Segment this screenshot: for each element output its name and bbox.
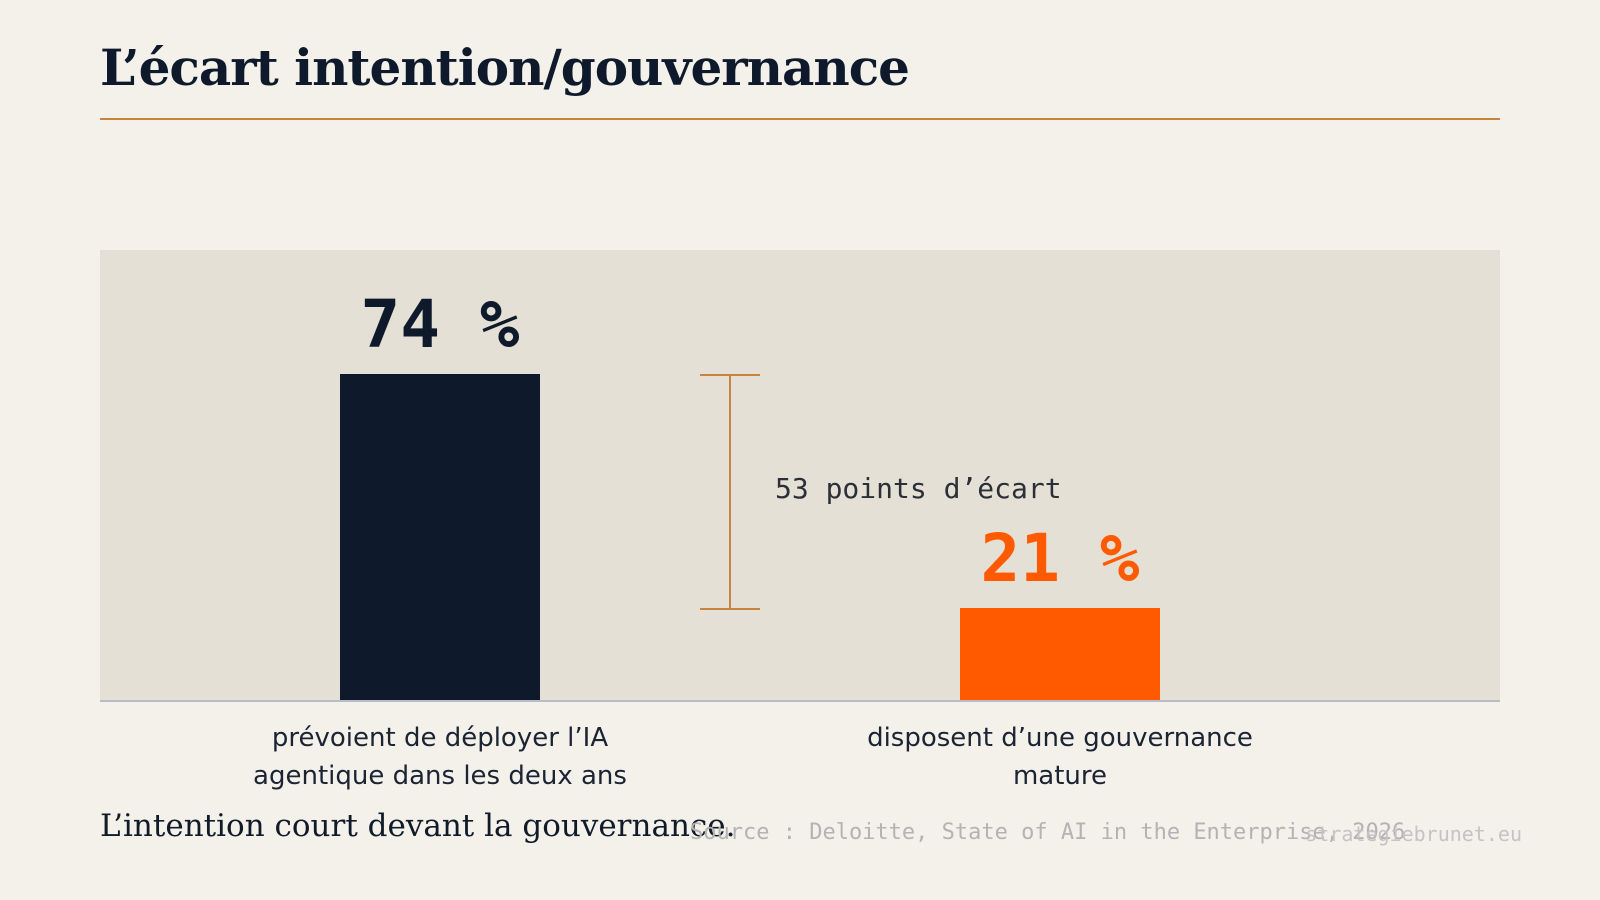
gap-annotation-label: 53 points d’écart bbox=[775, 472, 1062, 505]
bar-value-label-governance: 21 % bbox=[980, 519, 1140, 597]
source-note: Source : Deloitte, State of AI in the En… bbox=[690, 820, 1406, 845]
takeaway-text: L’intention court devant la gouvernance. bbox=[100, 808, 736, 844]
page-title: L’écart intention/gouvernance bbox=[100, 38, 910, 97]
chart-plot-area bbox=[100, 250, 1500, 700]
bar-mature-governance bbox=[960, 607, 1160, 700]
gap-bracket-line bbox=[729, 374, 731, 608]
category-label-governance: disposent d’une gouvernance mature bbox=[850, 719, 1270, 795]
bar-deploy-intention bbox=[340, 374, 540, 700]
category-label-line: prévoient de déployer l’IA bbox=[271, 723, 609, 753]
category-label-deploy: prévoient de déployer l’IA agentique dan… bbox=[230, 719, 650, 795]
category-label-line: disposent d’une gouvernance bbox=[867, 723, 1253, 753]
bar-value-label-deploy: 74 % bbox=[360, 286, 520, 364]
chart-baseline bbox=[100, 700, 1500, 702]
title-divider bbox=[100, 118, 1500, 120]
category-label-line: mature bbox=[1012, 761, 1108, 791]
category-label-line: agentique dans les deux ans bbox=[253, 761, 627, 791]
credit-note: strategiebrunet.eu bbox=[1305, 822, 1522, 846]
gap-bracket-bottom-cap bbox=[700, 607, 760, 610]
